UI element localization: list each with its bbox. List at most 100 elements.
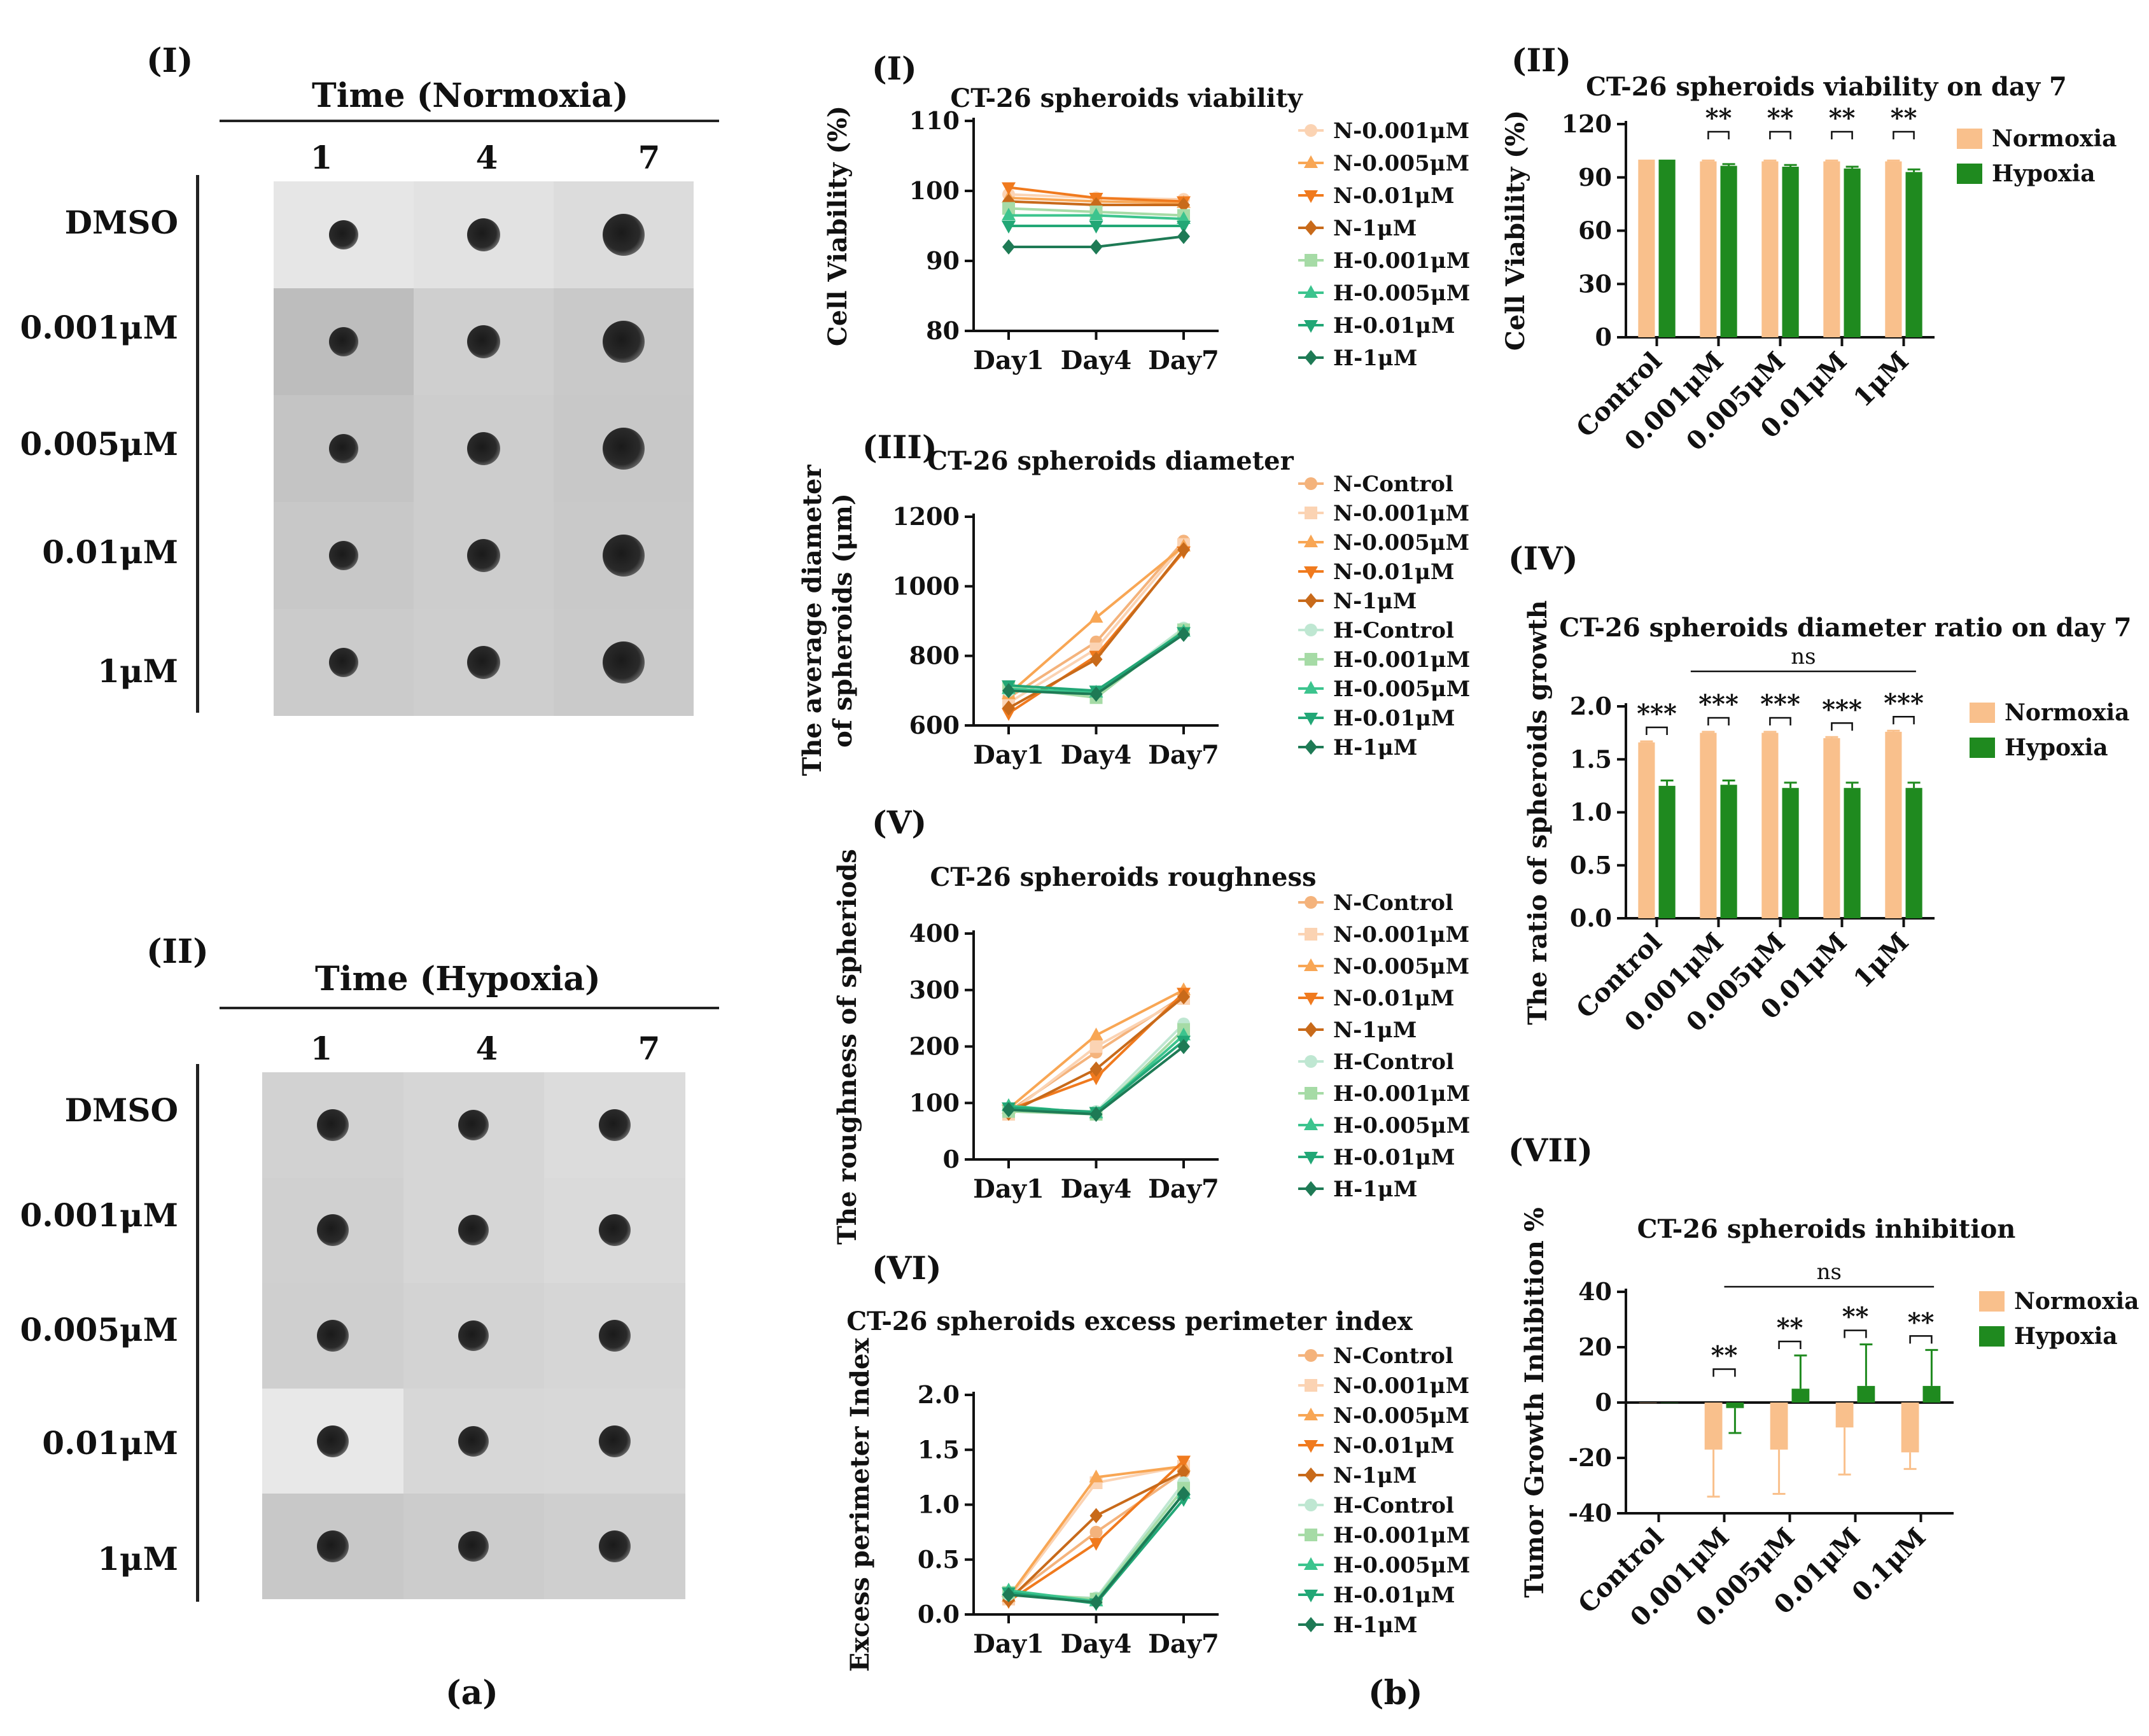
hypoxia-row-0001: 0.001μM bbox=[20, 1196, 178, 1234]
y-tick-label: 30 bbox=[1578, 269, 1612, 298]
legend-entry: Hypoxia bbox=[2005, 734, 2108, 761]
data-point bbox=[1089, 1508, 1103, 1523]
data-point bbox=[1002, 207, 1016, 221]
significance-label: *** bbox=[1760, 689, 1800, 719]
legend-entry: H-0.01μM bbox=[1333, 1583, 1455, 1608]
spheroid-image-cell bbox=[414, 288, 554, 395]
bar bbox=[1726, 1403, 1744, 1408]
chart-title: CT-26 spheroids diameter ratio on day 7 bbox=[1559, 613, 2131, 643]
bar bbox=[1901, 1403, 1919, 1453]
y-tick-label: 40 bbox=[1578, 1277, 1612, 1306]
data-point bbox=[1089, 1595, 1103, 1611]
data-point bbox=[1305, 739, 1317, 755]
x-tick-label: Day7 bbox=[1148, 1629, 1219, 1659]
chart-title: CT-26 spheroids diameter bbox=[927, 446, 1294, 476]
spheroid-image-cell bbox=[403, 1494, 545, 1599]
data-point bbox=[1304, 155, 1318, 168]
spheroid-image-cell bbox=[554, 181, 694, 288]
data-point bbox=[1177, 989, 1190, 1005]
y-tick-label: 90 bbox=[1578, 163, 1612, 192]
chart-roman-label: (IV) bbox=[1508, 540, 1578, 577]
spheroid bbox=[329, 220, 358, 249]
legend-entry: N-1μM bbox=[1333, 1018, 1417, 1043]
x-tick-label: Day1 bbox=[973, 1629, 1044, 1659]
data-point bbox=[1304, 993, 1318, 1005]
data-point bbox=[1177, 1039, 1190, 1054]
bar bbox=[1704, 1403, 1723, 1450]
spheroid-image-cell bbox=[554, 288, 694, 395]
y-tick-label: 400 bbox=[909, 919, 960, 948]
hypoxia-image-grid bbox=[262, 1072, 685, 1599]
spheroid-image-cell bbox=[414, 502, 554, 609]
data-point bbox=[1304, 535, 1318, 547]
x-tick-label: Day1 bbox=[973, 346, 1044, 375]
spheroid-image-cell bbox=[403, 1177, 545, 1284]
normoxia-row-1: 1μM bbox=[97, 652, 178, 690]
significance-bracket bbox=[1831, 722, 1853, 731]
bar bbox=[1922, 1385, 1941, 1403]
legend-entry: N-0.001μM bbox=[1333, 118, 1469, 144]
data-point bbox=[1305, 1087, 1317, 1100]
chart-roman-label: (VI) bbox=[872, 1249, 942, 1287]
y-tick-label: 2.0 bbox=[1570, 692, 1612, 720]
spheroid bbox=[599, 1530, 631, 1563]
y-tick-label: 1.0 bbox=[918, 1490, 960, 1519]
significance-label: ** bbox=[1777, 1313, 1803, 1343]
y-axis-label: Cell Viability (%) bbox=[1501, 110, 1530, 351]
data-point bbox=[1177, 1464, 1190, 1480]
data-point bbox=[1304, 285, 1318, 298]
significance-bracket bbox=[1769, 130, 1791, 139]
data-point bbox=[1305, 896, 1317, 909]
y-tick-label: 0 bbox=[1595, 323, 1612, 351]
chart-roman-label: (V) bbox=[872, 804, 927, 841]
bar bbox=[1844, 168, 1861, 337]
y-axis-label: The average diameter bbox=[797, 465, 827, 776]
spheroid bbox=[329, 327, 358, 356]
significance-bracket bbox=[1707, 717, 1730, 725]
y-tick-label: 1.5 bbox=[1570, 745, 1612, 773]
y-tick-label: 1200 bbox=[892, 502, 960, 531]
significance-label: ** bbox=[1767, 103, 1794, 133]
spheroid bbox=[467, 539, 500, 572]
significance-bracket bbox=[1893, 130, 1915, 139]
x-tick-label: Day4 bbox=[1061, 1629, 1132, 1659]
chart-diameter: (III)CT-26 spheroids diameter 600 800 1000 1… bbox=[797, 428, 1470, 776]
legend-swatch bbox=[1979, 1326, 2005, 1347]
normoxia-row-0005: 0.005μM bbox=[20, 425, 178, 463]
series-line bbox=[1008, 549, 1185, 710]
legend-entry: N-Control bbox=[1333, 890, 1453, 916]
spheroid-image-cell bbox=[403, 1072, 545, 1178]
x-tick-label: Day1 bbox=[973, 1174, 1044, 1204]
y-tick-label: 0 bbox=[943, 1145, 960, 1173]
spheroid-image-cell bbox=[403, 1388, 545, 1494]
spheroid bbox=[316, 1530, 349, 1563]
chart-title: CT-26 spheroids viability on day 7 bbox=[1586, 72, 2067, 102]
data-point bbox=[1089, 207, 1103, 221]
data-point bbox=[1305, 1617, 1317, 1632]
bar bbox=[1844, 788, 1861, 918]
data-point bbox=[1002, 221, 1016, 234]
panel-b-label: (b) bbox=[1368, 1674, 1423, 1712]
significance-label: ** bbox=[1891, 103, 1917, 133]
spheroid bbox=[599, 1319, 631, 1352]
legend-entry: N-0.005μM bbox=[1333, 954, 1469, 979]
spheroid-image-cell bbox=[262, 1283, 403, 1389]
spheroid bbox=[467, 218, 500, 251]
chart-roman-label: (III) bbox=[862, 428, 937, 466]
data-point bbox=[1305, 477, 1317, 490]
hypoxia-day-7: 7 bbox=[638, 1030, 661, 1067]
x-tick-label: 0.1μM bbox=[1846, 1522, 1931, 1607]
spheroid bbox=[458, 1531, 489, 1562]
bar bbox=[1885, 161, 1902, 337]
data-point bbox=[1305, 507, 1317, 519]
chart-title: CT-26 spheroids roughness bbox=[930, 862, 1316, 892]
legend-entry: N-0.001μM bbox=[1333, 501, 1469, 526]
data-point bbox=[1305, 593, 1317, 608]
spheroid-image-cell bbox=[403, 1283, 545, 1389]
legend-entry: N-Control bbox=[1333, 472, 1453, 497]
spheroid bbox=[458, 1320, 489, 1351]
legend-entry: N-1μM bbox=[1333, 216, 1417, 241]
y-tick-label: 0 bbox=[1595, 1388, 1612, 1417]
bar bbox=[1791, 1389, 1810, 1403]
significance-bracket bbox=[1646, 726, 1668, 735]
